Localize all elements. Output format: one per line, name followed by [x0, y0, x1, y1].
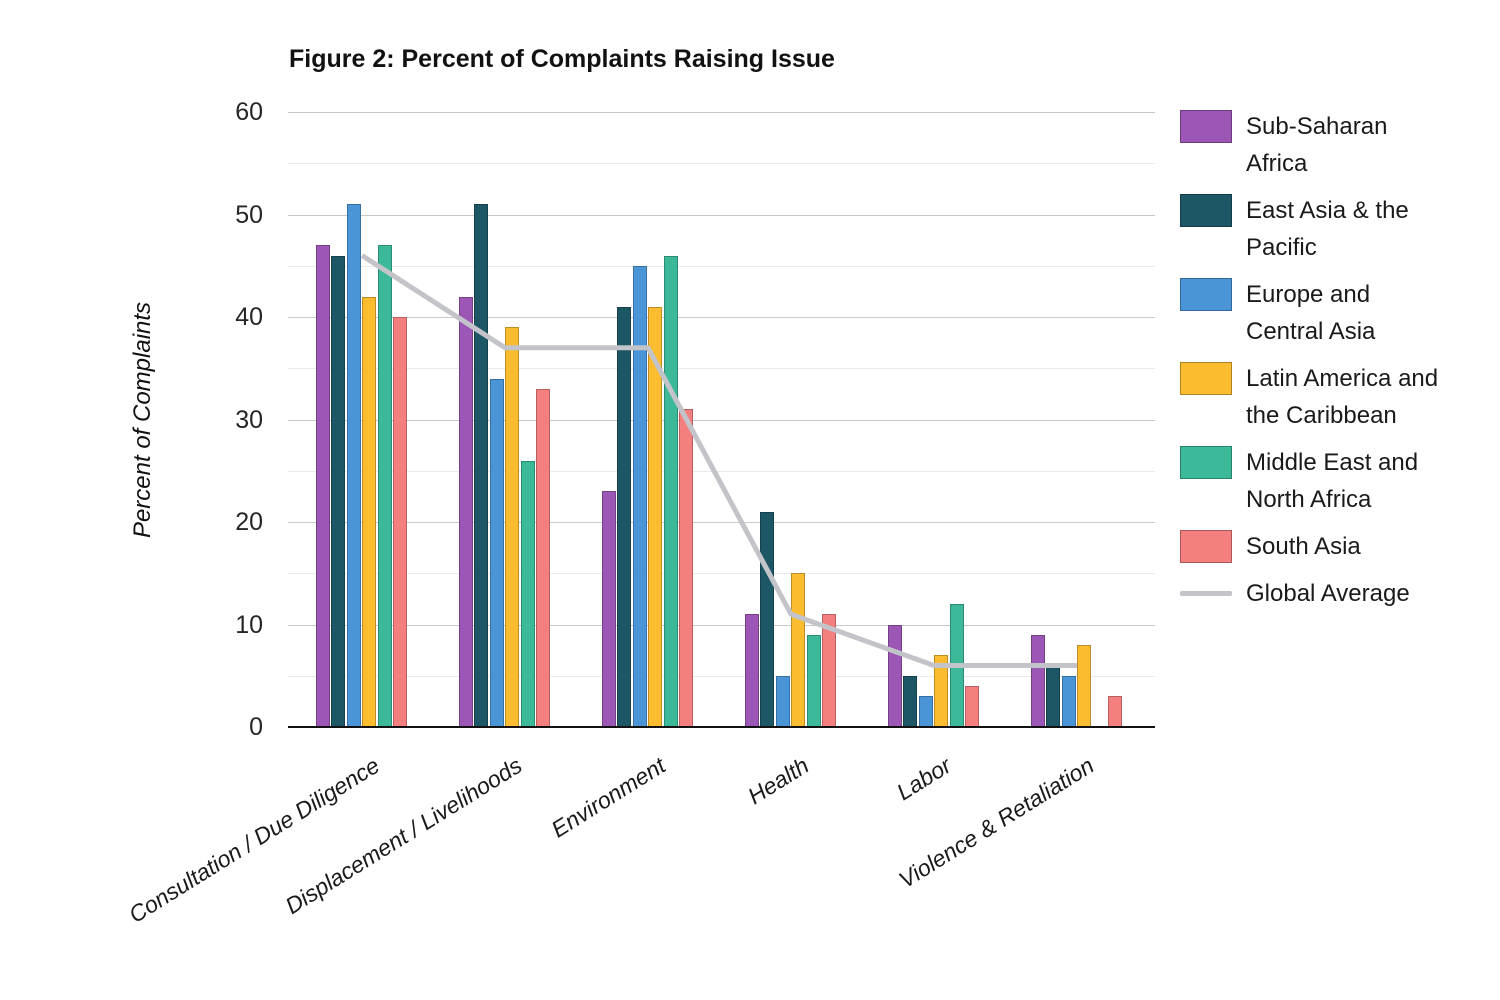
legend-color-swatch	[1180, 446, 1232, 479]
legend-color-swatch	[1180, 194, 1232, 227]
legend-color-swatch	[1180, 110, 1232, 143]
line-overlay	[360, 253, 1077, 668]
minor-gridline-5	[288, 675, 1155, 677]
y-tick-label-40: 40	[235, 303, 263, 331]
legend-item-middle-east-and-north-africa: Middle East and North Africa	[1180, 444, 1480, 518]
major-gridline-60	[288, 112, 1155, 113]
x-tick-label-environment: Environment	[546, 752, 670, 843]
y-tick-label-0: 0	[249, 713, 263, 741]
legend-item-global-average: Global Average	[1180, 575, 1480, 612]
major-gridline-30	[288, 419, 1155, 421]
minor-gridline-25	[288, 470, 1155, 472]
major-gridline-40	[288, 317, 1155, 318]
legend-label: Middle East and North Africa	[1246, 449, 1419, 513]
minor-gridline-45	[288, 265, 1155, 267]
x-tick-label-labor: Labor	[892, 752, 956, 806]
y-tick-label-20: 20	[235, 508, 263, 536]
legend-color-swatch	[1180, 530, 1232, 563]
y-tick-label-10: 10	[235, 610, 263, 639]
major-gridline-50	[288, 214, 1155, 216]
y-tick-label-30: 30	[235, 405, 263, 434]
legend-label: Sub-Saharan Africa	[1246, 113, 1388, 177]
major-gridline-10	[288, 624, 1155, 626]
y-tick-label-60: 60	[235, 98, 263, 126]
legend-item-south-asia: South Asia	[1180, 528, 1480, 565]
chart-title: Figure 2: Percent of Complaints Raising …	[289, 45, 835, 73]
x-tick-label-health: Health	[742, 752, 813, 810]
legend: Sub-Saharan Africa East Asia & the Pacific E…	[1180, 108, 1480, 622]
x-tick-label-displacement-livelihoods: Displacement / Livelihoods	[280, 752, 527, 920]
legend-label: Latin America and the Caribbean	[1246, 365, 1439, 429]
x-axis-line	[288, 726, 1155, 728]
legend-label: South Asia	[1246, 533, 1361, 560]
legend-item-latin-america-and-the-caribbean: Latin America and the Caribbean	[1180, 360, 1480, 434]
y-tick-label-50: 50	[235, 200, 263, 229]
legend-line-swatch	[1180, 591, 1232, 596]
legend-label: East Asia & the Pacific	[1246, 197, 1409, 261]
legend-label: Europe and Central Asia	[1246, 281, 1376, 345]
major-gridline-20	[288, 522, 1155, 523]
x-tick-label-consultation-due-diligence: Consultation / Due Diligence	[123, 752, 384, 928]
global-average-line	[360, 253, 1077, 668]
legend-color-swatch	[1180, 362, 1232, 395]
legend-label: Global Average	[1246, 580, 1410, 607]
minor-gridline-55	[288, 163, 1155, 165]
minor-gridline-15	[288, 573, 1155, 575]
plot-area	[288, 112, 1155, 728]
legend-item-east-asia-the-pacific: East Asia & the Pacific	[1180, 192, 1480, 266]
minor-gridline-35	[288, 368, 1155, 370]
legend-color-swatch	[1180, 278, 1232, 311]
legend-item-sub-saharan-africa: Sub-Saharan Africa	[1180, 108, 1480, 182]
legend-item-europe-and-central-asia: Europe and Central Asia	[1180, 276, 1480, 350]
y-axis-label: Percent of Complaints	[129, 301, 156, 539]
